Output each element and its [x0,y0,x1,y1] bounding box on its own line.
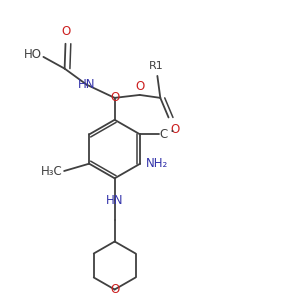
Text: O: O [110,283,119,296]
Text: ·: · [169,125,175,140]
Text: HO: HO [24,48,42,61]
Text: H₃C: H₃C [41,164,63,178]
Text: O: O [170,123,180,136]
Text: HN: HN [78,78,95,91]
Text: HN: HN [106,194,123,207]
Text: C: C [159,128,168,141]
Text: O: O [110,92,119,104]
Text: O: O [61,26,71,38]
Text: NH₂: NH₂ [146,157,168,170]
Text: R1: R1 [148,61,163,71]
Text: O: O [135,80,144,94]
